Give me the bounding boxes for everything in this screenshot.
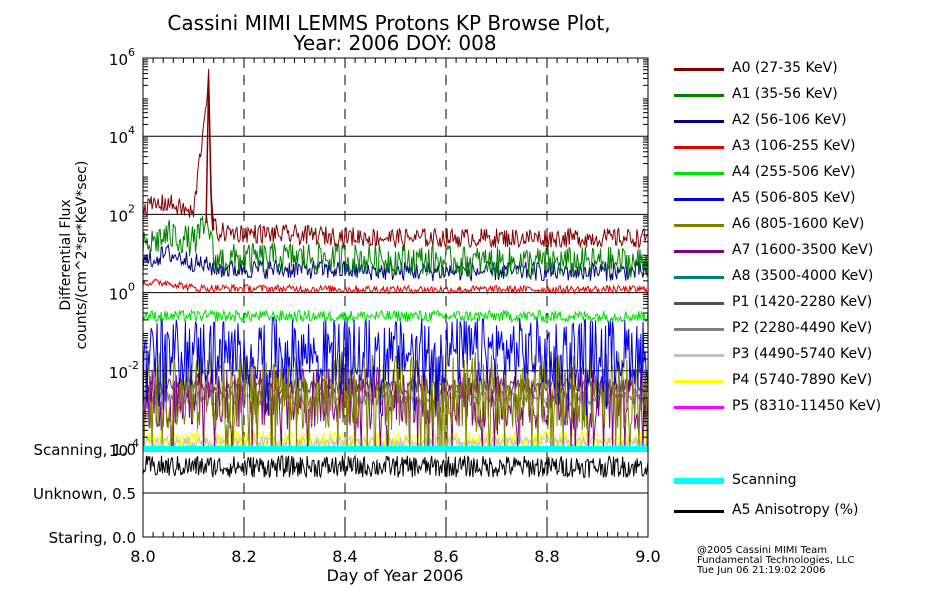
legend-label: A0 (27-35 KeV)	[732, 60, 838, 76]
x-tick-label: 9.0	[635, 547, 660, 566]
y-tick-label: 10	[109, 442, 128, 460]
x-tick-label: 8.0	[130, 547, 155, 566]
series-line	[142, 214, 649, 278]
legend-label: A5 (506-805 KeV)	[732, 190, 856, 206]
series-line	[142, 278, 649, 296]
legend-label: A4 (255-506 KeV)	[732, 164, 856, 180]
y-tick-exponent: 0	[128, 281, 135, 294]
legend-swatch	[674, 276, 724, 279]
legend-label: A7 (1600-3500 KeV)	[732, 242, 874, 258]
footer-line3: Tue Jun 06 21:19:02 2006	[697, 565, 826, 576]
legend-label: A8 (3500-4000 KeV)	[732, 268, 874, 284]
legend-swatch	[674, 328, 724, 331]
y-tick-exponent: 2	[128, 202, 135, 215]
legend-swatch	[674, 172, 724, 175]
x-tick-label: 8.6	[433, 547, 458, 566]
legend-swatch	[674, 380, 724, 383]
x-tick-label: 8.2	[231, 547, 256, 566]
series-line	[142, 243, 649, 282]
y-tick-exponent: -2	[128, 359, 139, 372]
series-line	[142, 68, 649, 250]
legend-label: P3 (4490-5740 KeV)	[732, 346, 873, 362]
legend-swatch	[674, 406, 724, 409]
y-axis-label-line1: Differential Flux	[58, 199, 74, 310]
legend-label: A3 (106-255 KeV)	[732, 138, 856, 154]
legend-swatch	[674, 224, 724, 227]
sub-y-tick-label: Staring, 0.0	[49, 529, 136, 547]
legend-label: Scanning	[732, 472, 797, 488]
frame-layer	[142, 57, 649, 538]
legend-label: P1 (1420-2280 KeV)	[732, 294, 873, 310]
series-line	[142, 308, 649, 324]
chart-title-line1: Cassini MIMI LEMMS Protons KP Browse Plo…	[167, 11, 610, 35]
legend-swatch	[674, 478, 724, 484]
legend-label: A1 (35-56 KeV)	[732, 86, 838, 102]
y-tick-exponent: 6	[128, 46, 135, 59]
y-tick-label: 10	[109, 364, 128, 382]
footer-line1: @2005 Cassini MIMI Team	[697, 545, 827, 556]
legend-swatch	[674, 510, 724, 513]
legend-label: P5 (8310-11450 KeV)	[732, 398, 882, 414]
sub-y-tick-labels: Scanning, 1.0 Unknown, 0.5 Staring, 0.0	[33, 441, 136, 547]
series-line	[142, 316, 649, 416]
legend-label: P4 (5740-7890 KeV)	[732, 372, 873, 388]
data-layer	[142, 68, 649, 479]
legend-label: A5 Anisotropy (%)	[732, 502, 859, 518]
legend-swatch	[674, 94, 724, 97]
legend-swatch	[674, 68, 724, 71]
y-tick-label: 10	[109, 51, 128, 69]
x-axis-label: Day of Year 2006	[327, 566, 464, 585]
legend-label: A6 (805-1600 KeV)	[732, 216, 865, 232]
x-tick-label: 8.8	[534, 547, 559, 566]
sub-series-anisotropy	[142, 454, 649, 479]
legend-label: A2 (56-106 KeV)	[732, 112, 847, 128]
y-tick-exponent: -4	[128, 437, 139, 450]
y-tick-label: 10	[109, 207, 128, 225]
legend-label: P2 (2280-4490 KeV)	[732, 320, 873, 336]
sub-y-tick-label: Unknown, 0.5	[33, 485, 136, 503]
sub-y-tick-label: Scanning, 1.0	[33, 441, 136, 459]
y-tick-label: 10	[109, 129, 128, 147]
y-tick-label: 10	[109, 286, 128, 304]
footer-line2: Fundamental Technologies, LLC	[697, 555, 855, 566]
legend-swatch	[674, 302, 724, 305]
series-line	[142, 352, 649, 450]
series-spike	[205, 78, 215, 231]
legend-swatch	[674, 120, 724, 123]
legend-swatch	[674, 198, 724, 201]
y-axis-label-line2: counts/(cm^2*sr*KeV*sec)	[74, 161, 90, 350]
legend-swatch	[674, 250, 724, 253]
y-tick-exponent: 4	[128, 124, 135, 137]
chart-title-line2: Year: 2006 DOY: 008	[292, 31, 496, 55]
legend-swatch	[674, 354, 724, 357]
x-tick-labels: 8.0 8.2 8.4 8.6 8.8 9.0	[130, 547, 660, 566]
legend-swatch	[674, 146, 724, 149]
x-tick-label: 8.4	[332, 547, 357, 566]
